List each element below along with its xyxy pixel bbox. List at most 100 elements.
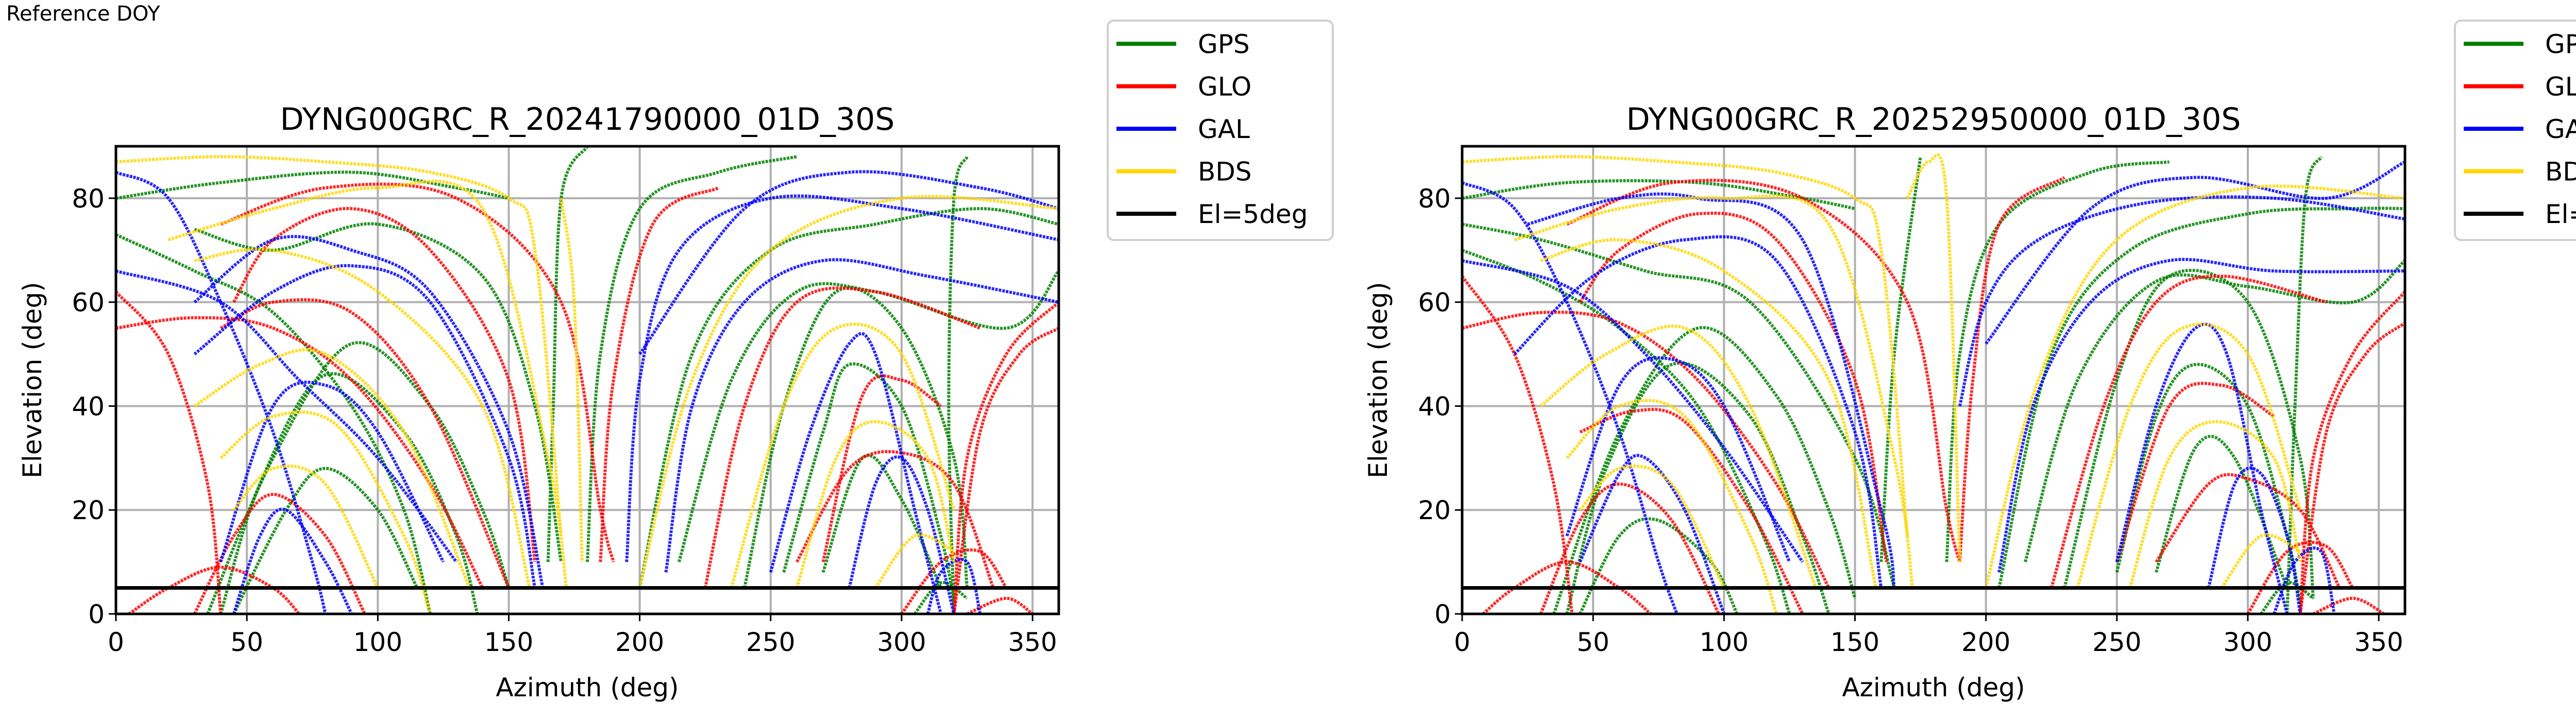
x-tick-label: 350 [2354, 627, 2403, 657]
satellite-track [2207, 466, 2302, 614]
satellite-track [116, 269, 458, 563]
satellite-track [2246, 541, 2354, 614]
satellite-track [206, 341, 511, 614]
satellite-track [1565, 356, 1791, 563]
satellite-track [1566, 179, 1961, 562]
satellite-track [546, 146, 589, 562]
satellite-track [703, 286, 981, 589]
satellite-track [638, 170, 1059, 355]
legend-label: GPS [2545, 29, 2576, 59]
series-gal [116, 170, 1059, 614]
satellite-track [1527, 192, 1896, 589]
satellite-track [664, 258, 1059, 573]
satellite-track [116, 316, 484, 589]
satellite-track [219, 372, 479, 614]
satellite-track [638, 207, 1059, 589]
skyplot-right: DYNG00GRC_R_20252950000_01D_30S Azimuth … [1363, 20, 2576, 702]
series-gal [1462, 160, 2405, 614]
satellite-track [2115, 322, 2289, 614]
satellite-track [625, 194, 1059, 562]
satellite-track [193, 492, 366, 614]
x-tick-label: 50 [1577, 627, 1609, 657]
satellite-track [2298, 290, 2405, 614]
satellite-track [782, 362, 956, 604]
x-tick-label: 200 [1961, 627, 2010, 657]
satellite-track [900, 548, 1008, 614]
series-bds [116, 155, 1059, 614]
satellite-track [2076, 322, 2302, 589]
figure-label: Reference DOY [6, 2, 160, 26]
satellite-track [926, 558, 982, 614]
satellite-track [874, 533, 955, 589]
y-tick-label: 80 [1418, 184, 1451, 214]
satellite-track [1579, 408, 1804, 614]
legend-box [1107, 20, 1334, 241]
satellite-track [1997, 207, 2405, 589]
x-tick-label: 150 [1831, 627, 1879, 657]
satellite-track [116, 155, 563, 536]
legend-label: El=5deg [2545, 199, 2576, 229]
satellite-track [220, 182, 615, 562]
y-tick-label: 60 [72, 288, 105, 318]
legend-label: GLO [1198, 72, 1251, 102]
satellite-track [2049, 275, 2327, 589]
x-tick-label: 250 [746, 627, 795, 657]
satellite-track [677, 270, 1059, 562]
satellite-track [1462, 222, 1896, 589]
satellite-track [116, 170, 327, 614]
satellite-track [1579, 454, 1726, 614]
tracks [1462, 153, 2405, 614]
satellite-track [1879, 156, 1922, 562]
satellite-track [1462, 275, 1574, 614]
satellite-track [952, 327, 1059, 614]
y-tick-label: 60 [1418, 288, 1451, 318]
x-tick-label: 200 [615, 627, 664, 657]
satellite-track [2128, 420, 2302, 589]
satellite-track [194, 247, 532, 589]
satellite-track [1985, 160, 2405, 345]
y-tick-label: 20 [72, 495, 105, 525]
satellite-track [1482, 560, 1652, 614]
series-bds [1462, 153, 2405, 614]
x-axis-label: Azimuth (deg) [496, 673, 679, 702]
y-tick-label: 0 [88, 599, 105, 629]
x-tick-label: 150 [484, 627, 533, 657]
satellite-track [730, 322, 956, 589]
satellite-track [1539, 324, 1818, 589]
axes-frame [1461, 145, 2406, 615]
satellite-track [1513, 235, 1883, 589]
satellite-track [1462, 248, 1791, 614]
satellite-track [1566, 399, 1778, 614]
legend-label: GAL [1198, 114, 1250, 144]
satellite-track [1539, 482, 1720, 614]
satellite-track [1958, 195, 2405, 407]
tracks [116, 146, 1059, 614]
satellite-track [2115, 382, 2275, 563]
skyplot-left: DYNG00GRC_R_20241790000_01D_30S Azimuth … [18, 20, 1334, 702]
y-axis-label: Elevation (deg) [18, 282, 47, 478]
satellite-track [219, 381, 445, 563]
legend: GPS GLO GAL BDS El=5deg [1107, 20, 1334, 241]
satellite-track [1552, 326, 1857, 614]
satellite-track [2220, 533, 2301, 589]
legend-label: GLO [2545, 72, 2576, 102]
satellite-track [2260, 581, 2314, 614]
satellite-track [193, 235, 545, 589]
satellite-track [1579, 517, 1739, 614]
y-tick-label: 0 [1434, 599, 1451, 629]
y-tick-label: 80 [72, 184, 105, 214]
satellite-track [1462, 155, 1909, 536]
satellite-track [2155, 473, 2341, 589]
satellite-track [1984, 184, 2405, 589]
satellite-track [232, 467, 419, 614]
chart-title: DYNG00GRC_R_20241790000_01D_30S [280, 101, 895, 138]
x-tick-label: 0 [1454, 627, 1470, 657]
satellite-track [1540, 238, 1878, 589]
x-tick-label: 300 [2223, 627, 2272, 657]
satellite-track [913, 581, 968, 614]
satellite-track [1514, 194, 1914, 588]
satellite-track [2063, 268, 2315, 599]
satellite-track [219, 298, 511, 589]
satellite-track [232, 507, 353, 614]
